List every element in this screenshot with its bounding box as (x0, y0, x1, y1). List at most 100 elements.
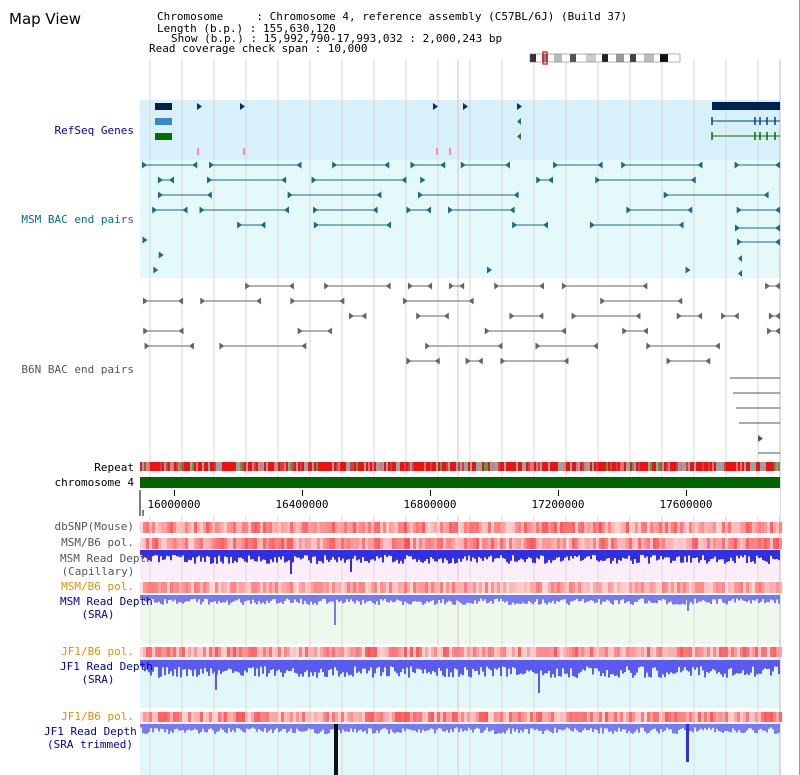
msm-pol-cell (305, 538, 308, 549)
axis-tick-label: 16400000 (275, 498, 329, 511)
msm-pol-cell (470, 582, 473, 593)
b6n-bac-pair-end (563, 357, 569, 365)
jf1-pol-cell (317, 647, 320, 657)
msm-sra-depth (140, 595, 142, 599)
jf1-trimmed-depth (154, 724, 156, 729)
dbsnp-cell (620, 522, 623, 533)
msm-pol-cell (773, 538, 776, 549)
msm-pol-cell (323, 538, 326, 549)
track-label-jf1-depth-trimmed[interactable]: JF1 Read Depth (SRA trimmed) (44, 725, 137, 751)
msm-sra-depth (636, 595, 638, 602)
jf1-pol-cell (707, 647, 710, 657)
msm-capillary-depth (464, 550, 466, 557)
dbsnp-cell (287, 522, 290, 533)
jf1-pol-cell (206, 647, 209, 657)
dbsnp-cell (461, 522, 464, 533)
repeat-segment (232, 462, 234, 471)
jf1-sra-depth (536, 660, 538, 674)
track-label-msm-depth-capillary[interactable]: MSM Read Depth (Capillary) (60, 552, 153, 578)
jf1-pol-cell (542, 712, 545, 722)
msm-sra-depth (502, 595, 504, 602)
track-label-repeat[interactable]: Repeat (94, 461, 134, 474)
repeat-segment (424, 462, 426, 471)
dbsnp-cell (425, 522, 428, 533)
jf1-sra-depth (668, 660, 670, 675)
jf1-trimmed-depth (522, 724, 524, 733)
repeat-segment (262, 462, 264, 471)
dbsnp-cell (485, 522, 488, 533)
repeat-segment (380, 462, 382, 471)
jf1-sra-depth (574, 660, 576, 677)
dbsnp-cell (566, 522, 569, 533)
msm-sra-depth (166, 595, 168, 604)
dbsnp-cell (683, 522, 686, 533)
track-label-jf1-depth-sra[interactable]: JF1 Read Depth (SRA) (60, 660, 153, 686)
dbsnp-cell (506, 522, 509, 533)
msm-capillary-depth (628, 550, 630, 556)
msm-sra-depth (190, 595, 192, 600)
msm-capillary-depth (602, 550, 604, 561)
repeat-segment (312, 462, 314, 471)
msm-sra-depth (496, 595, 498, 599)
jf1-sra-depth (646, 660, 648, 673)
jf1-trimmed-depth (330, 724, 332, 730)
msm-capillary-depth (276, 550, 278, 563)
jf1-pol-cell (683, 647, 686, 657)
jf1-sra-depth (358, 660, 360, 672)
dbsnp-cell (269, 522, 272, 533)
track-label-jf1-pol-1[interactable]: JF1/B6 pol. (61, 645, 134, 658)
jf1-pol-cell (578, 647, 581, 657)
jf1-trimmed-depth (724, 724, 726, 732)
jf1-sra-depth (604, 660, 606, 677)
msm-sra-depth (524, 595, 526, 604)
track-label-msm-bac[interactable]: MSM BAC end pairs (21, 213, 134, 226)
jf1-pol-cell (239, 712, 242, 722)
msm-bac-pair-end (157, 176, 163, 184)
msm-pol-cell (419, 582, 422, 593)
msm-capillary-depth (672, 550, 674, 561)
msm-pol-cell (629, 538, 632, 549)
b6n-bac-pair-end (407, 282, 413, 290)
msm-capillary-depth (334, 550, 336, 560)
track-label-b6n-bac[interactable]: B6N BAC end pairs (21, 363, 134, 376)
jf1-pol-cell (431, 647, 434, 657)
jf1-pol-cell (230, 647, 233, 657)
track-label-msm-pol-2[interactable]: MSM/B6 pol. (61, 580, 134, 593)
msm-sra-depth-spike (687, 595, 689, 611)
msm-pol-cell (449, 582, 452, 593)
msm-sra-depth (640, 595, 642, 599)
msm-pol-cell (620, 538, 623, 549)
jf1-sra-depth (272, 660, 274, 670)
jf1-pol-cell (623, 712, 626, 722)
msm-pol-cell (155, 538, 158, 549)
jf1-sra-depth (692, 660, 694, 668)
msm-capillary-depth (550, 550, 552, 563)
dbsnp-cell (746, 522, 749, 533)
msm-bac-end (158, 251, 164, 259)
msm-pol-cell (404, 582, 407, 593)
jf1-pol-cell (176, 712, 179, 722)
msm-pol-cell (536, 538, 539, 549)
msm-sra-depth (618, 595, 620, 604)
dbsnp-cell (299, 522, 302, 533)
repeat-segment (228, 462, 230, 471)
track-label-msm-pol-1[interactable]: MSM/B6 pol. (61, 536, 134, 549)
track-label-dbsnp[interactable]: dbSNP(Mouse) (54, 520, 134, 533)
msm-sra-depth (148, 595, 150, 601)
track-label-refseq[interactable]: RefSeq Genes (54, 124, 134, 137)
track-label-msm-depth-sra[interactable]: MSM Read Depth (SRA) (60, 595, 153, 621)
repeat-segment (664, 462, 666, 471)
msm-pol-cell (521, 582, 524, 593)
msm-capillary-depth (354, 550, 356, 556)
jf1-pol-cell (227, 647, 230, 657)
repeat-segment (470, 462, 472, 471)
dbsnp-cell (197, 522, 200, 533)
jf1-sra-depth (476, 660, 478, 671)
msm-capillary-depth (508, 550, 510, 564)
jf1-sra-depth (534, 660, 536, 674)
jf1-sra-depth (232, 660, 234, 674)
msm-sra-depth (722, 595, 724, 603)
track-label-jf1-pol-2[interactable]: JF1/B6 pol. (61, 710, 134, 723)
msm-bac-pair-end (410, 161, 416, 169)
